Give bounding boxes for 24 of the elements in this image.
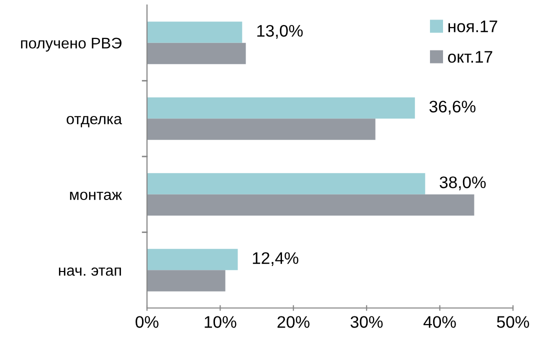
x-tick-label: 10% bbox=[204, 316, 236, 328]
legend-label: окт.17 bbox=[448, 51, 492, 63]
bar bbox=[147, 42, 246, 64]
data-label: 38,0% bbox=[440, 176, 486, 190]
y-tick-label: монтаж bbox=[70, 192, 122, 200]
y-tick-label: нач. этап bbox=[58, 267, 121, 276]
bar bbox=[147, 118, 376, 140]
bar bbox=[147, 194, 474, 216]
data-label: 12,4% bbox=[252, 252, 298, 266]
bar bbox=[147, 173, 426, 194]
data-label: 36,6% bbox=[429, 100, 476, 114]
x-tick-label: 40% bbox=[424, 316, 456, 328]
x-tick-label: 50% bbox=[496, 316, 530, 328]
legend-label: ноя.17 bbox=[448, 20, 498, 32]
y-tick-label: получено РВЭ bbox=[21, 38, 122, 52]
bar bbox=[147, 270, 226, 292]
x-tick-label: 30% bbox=[350, 316, 383, 328]
bar bbox=[147, 97, 415, 119]
bar bbox=[147, 22, 242, 43]
y-tick-label: отделка bbox=[66, 116, 122, 128]
data-label: 13,0% bbox=[257, 24, 303, 39]
bar bbox=[147, 248, 238, 270]
x-tick-label: 0% bbox=[136, 316, 158, 328]
x-tick-label: 20% bbox=[278, 316, 310, 328]
